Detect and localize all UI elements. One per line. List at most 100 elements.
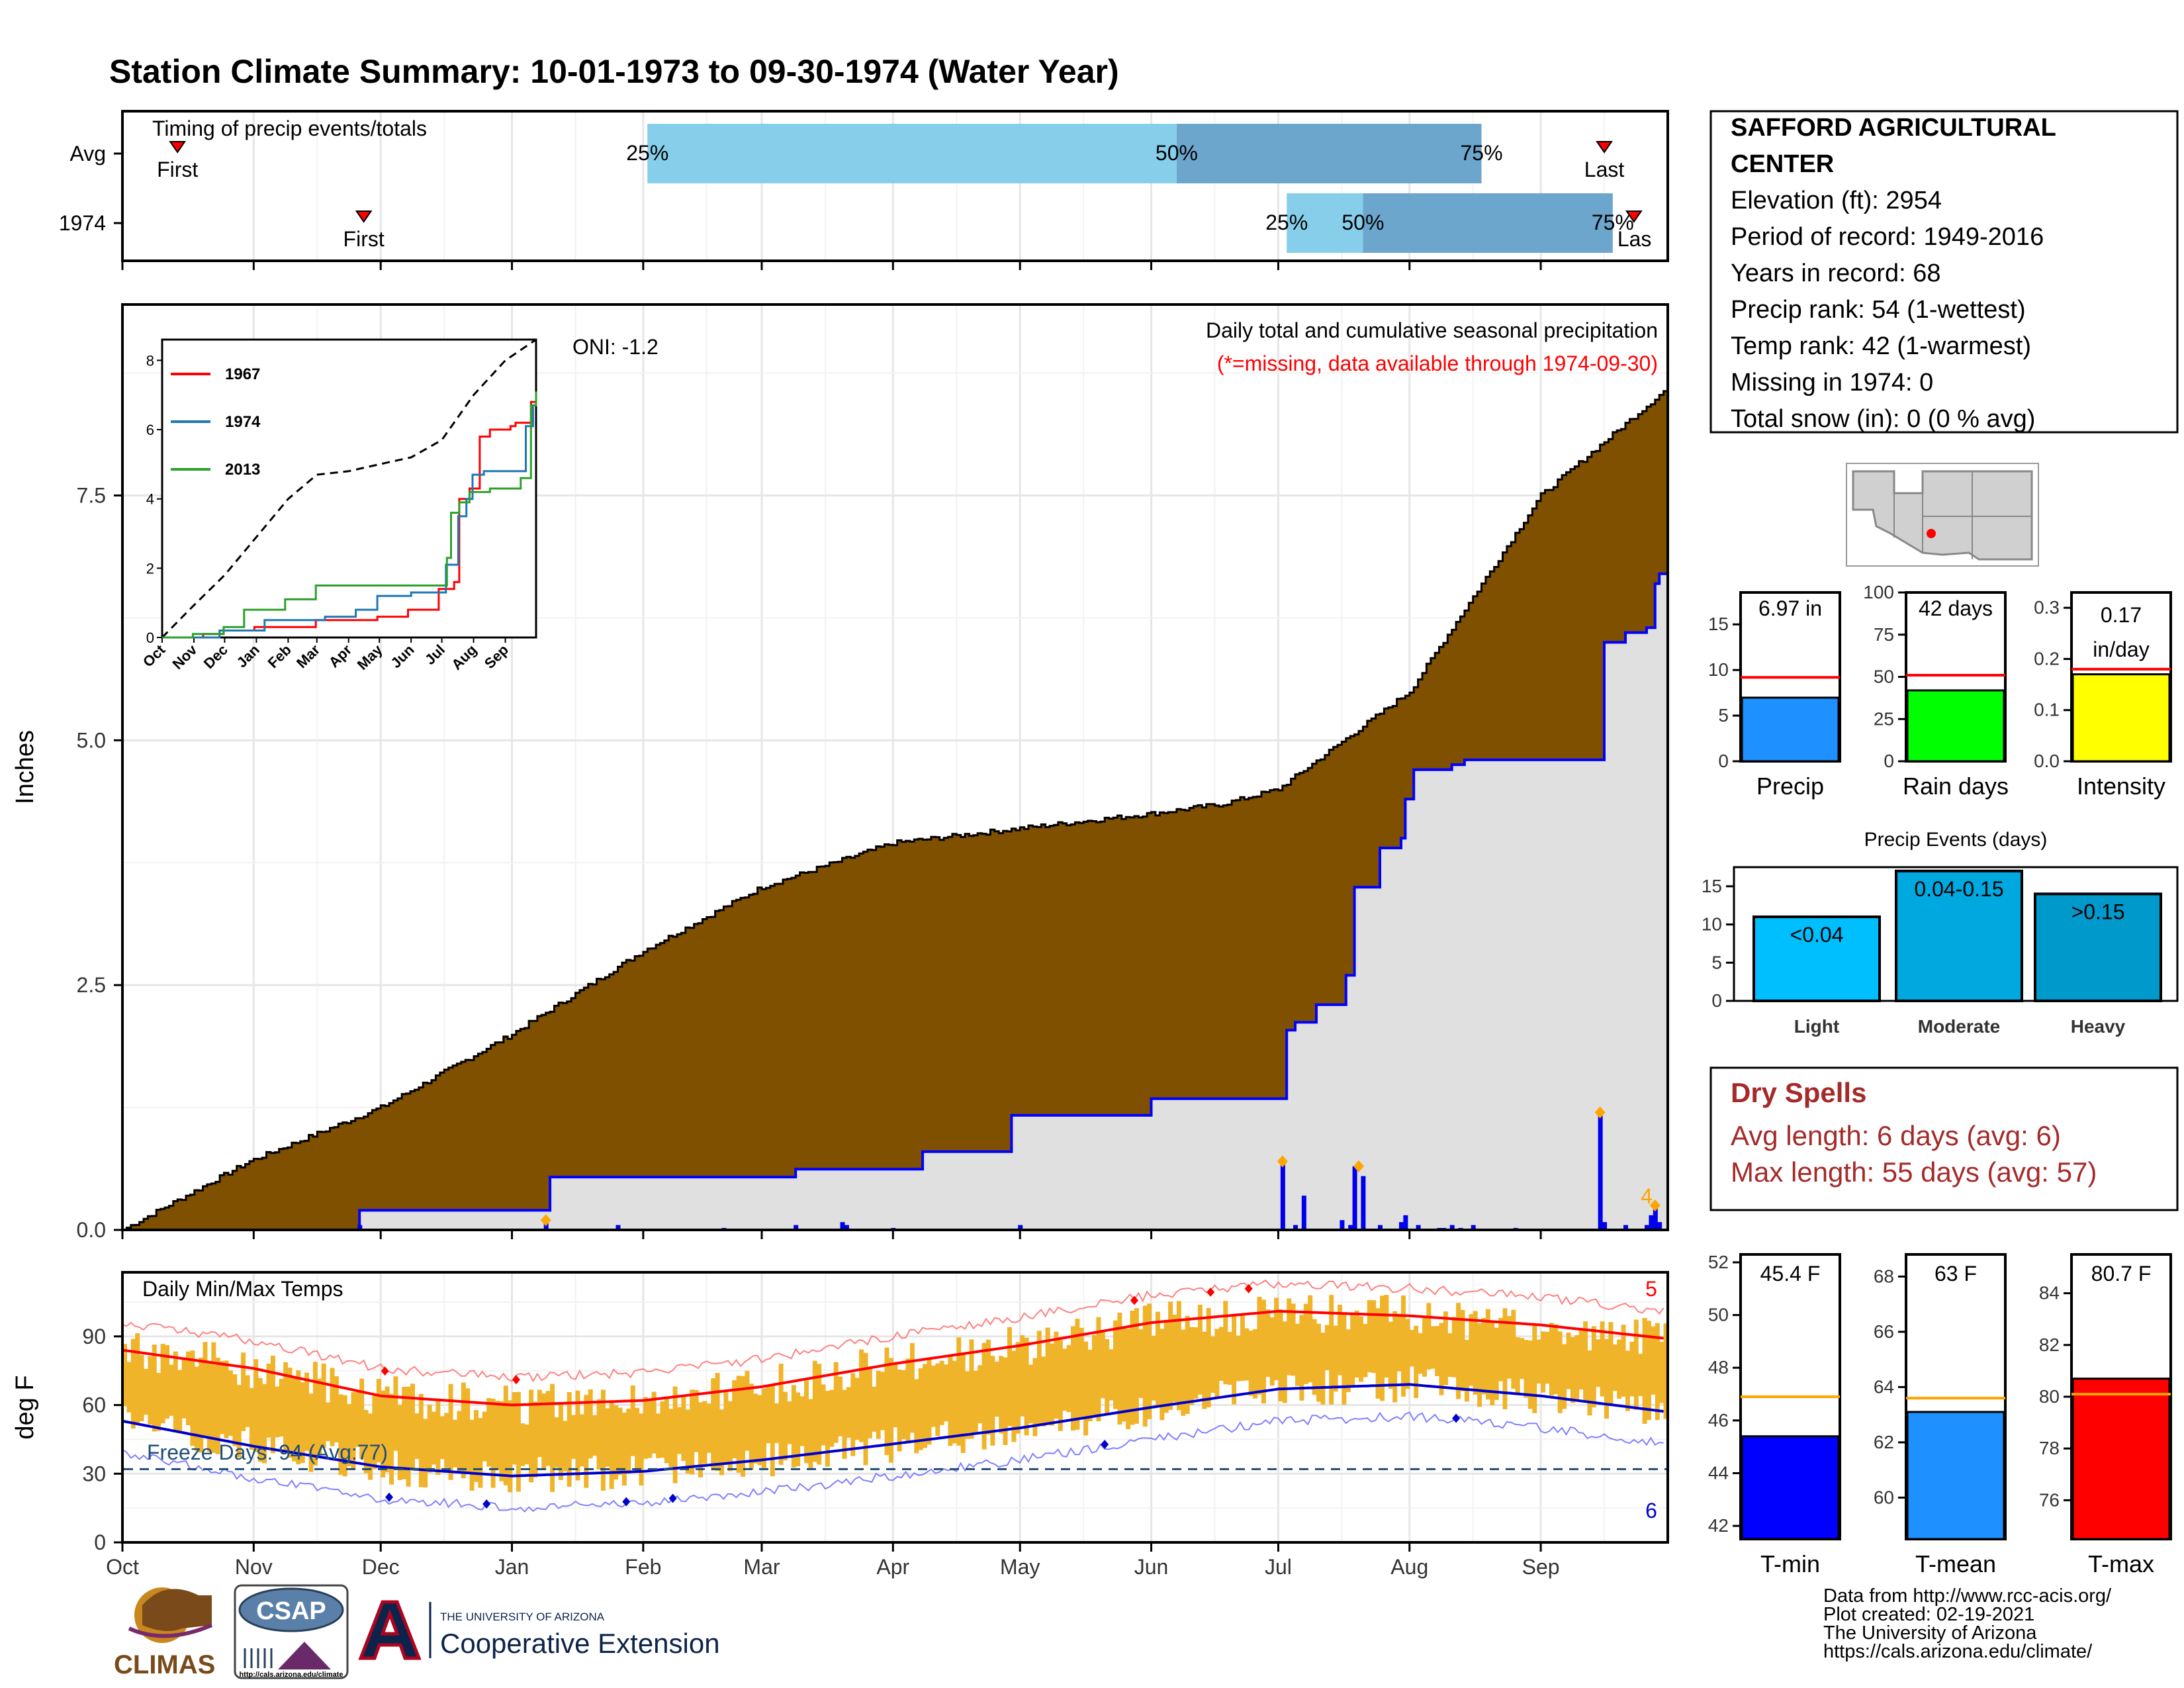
raindays-ytick-label: 0 bbox=[1884, 751, 1894, 771]
daily-precip-highlight bbox=[540, 1214, 551, 1227]
avg-cumulative-area bbox=[122, 387, 1668, 1231]
ua-logo: THE UNIVERSITY OF ARIZONA Cooperative Ex… bbox=[358, 1600, 720, 1660]
daily-temp-bar bbox=[1405, 1319, 1410, 1389]
daily-temp-bar bbox=[224, 1360, 229, 1438]
daily-temp-bar bbox=[1549, 1323, 1554, 1396]
daily-temp-bar bbox=[1430, 1326, 1435, 1369]
daily-temp-bar bbox=[1193, 1327, 1199, 1399]
daily-temp-bar bbox=[499, 1401, 504, 1481]
daily-temp-bar bbox=[749, 1383, 754, 1470]
daily-temp-bar bbox=[1202, 1331, 1207, 1409]
tmin-record-marker bbox=[622, 1497, 631, 1507]
events-bar-Light bbox=[1752, 915, 1881, 1002]
tmax-record-count: 5 bbox=[1645, 1277, 1657, 1301]
daily-temp-bar bbox=[1359, 1316, 1363, 1382]
daily-temp-bar bbox=[575, 1390, 580, 1481]
daily-temp-bar bbox=[1367, 1300, 1372, 1373]
daily-temp-bar bbox=[1121, 1328, 1126, 1422]
daily-temp-bar bbox=[545, 1391, 551, 1466]
daily-temp-bar bbox=[981, 1342, 987, 1450]
map-state-lines bbox=[1893, 471, 2032, 559]
avg-p50-label: 50% bbox=[1156, 141, 1198, 165]
timing-label: Timing of precip events/totals bbox=[152, 117, 427, 140]
daily-temp-bar bbox=[1274, 1297, 1279, 1380]
daily-temp-bar bbox=[600, 1389, 606, 1491]
daily-temp-bar bbox=[203, 1342, 208, 1437]
daily-temp-bar bbox=[1092, 1335, 1097, 1416]
timing-bars: 25% 50% 75% First Last 25% 50% 75% First Las bbox=[157, 113, 1696, 259]
daily-temp-bar bbox=[1464, 1340, 1469, 1402]
daily-temp-bar bbox=[1591, 1326, 1596, 1408]
month-label-Jun: Jun bbox=[1134, 1555, 1169, 1579]
daily-temp-bar bbox=[228, 1370, 233, 1436]
daily-temp-bar bbox=[1647, 1321, 1651, 1421]
daily-temp-bar bbox=[741, 1376, 745, 1477]
daily-temp-bar bbox=[854, 1378, 860, 1440]
inset-legend-label: 2013 bbox=[225, 461, 260, 479]
daily-temp-bar bbox=[1206, 1308, 1211, 1408]
daily-precip-bar bbox=[1293, 1225, 1298, 1230]
intensity-stat-label: Intensity bbox=[2077, 773, 2165, 800]
tstat-ytick-label: 66 bbox=[1874, 1321, 1894, 1342]
daily-temp-bar bbox=[139, 1354, 144, 1421]
intensity-ytick-label: 0.3 bbox=[2034, 597, 2060, 618]
tstat-ytick-label: 64 bbox=[1874, 1376, 1894, 1397]
year-last-label: Las bbox=[1617, 227, 1652, 251]
daily-temp-bar bbox=[1041, 1356, 1046, 1427]
daily-temp-bar bbox=[453, 1419, 457, 1468]
daily-temp-bar bbox=[719, 1409, 724, 1476]
daily-temp-bar bbox=[291, 1377, 296, 1462]
daily-temp-bar bbox=[1312, 1319, 1317, 1395]
avg-25-50-bar bbox=[647, 124, 1177, 183]
daily-temp-bar bbox=[736, 1376, 741, 1473]
precip-ytick-label: 0.0 bbox=[77, 1218, 106, 1242]
daily-temp-bar bbox=[1506, 1316, 1512, 1379]
daily-temp-bar bbox=[122, 1344, 127, 1407]
daily-temp-bar bbox=[474, 1410, 478, 1482]
temp-label: Daily Min/Max Temps bbox=[142, 1277, 343, 1301]
intensity-unit-label: in/day bbox=[2093, 637, 2149, 661]
station-info-box: SAFFORD AGRICULTURAL CENTER Elevation (f… bbox=[1709, 110, 2179, 434]
daily-temp-bar bbox=[1388, 1321, 1393, 1389]
daily-temp-bar bbox=[199, 1357, 204, 1453]
daily-temp-bar bbox=[1181, 1329, 1186, 1416]
precip-ytick-label: 0 bbox=[1718, 751, 1729, 771]
daily-temp-bar bbox=[186, 1351, 191, 1426]
daily-temp-bar bbox=[1439, 1323, 1444, 1395]
daily-temp-bar bbox=[1502, 1308, 1508, 1409]
daily-precip-bar bbox=[1598, 1112, 1603, 1230]
daily-temp-bar bbox=[757, 1395, 762, 1466]
csap-cloud-shape bbox=[238, 1587, 344, 1632]
daily-temp-bar bbox=[312, 1362, 318, 1466]
daily-temp-bar bbox=[1596, 1339, 1601, 1387]
daily-precip-bar bbox=[1361, 1176, 1366, 1230]
precip-ytick-label: 5 bbox=[1718, 705, 1729, 726]
daily-temp-bar bbox=[698, 1402, 703, 1477]
year-last-marker bbox=[1625, 211, 1643, 223]
daily-temp-bar bbox=[206, 1363, 212, 1452]
daily-temp-bar bbox=[825, 1391, 830, 1467]
precip-areas bbox=[122, 387, 1669, 1231]
daily-temp-bar bbox=[1363, 1324, 1368, 1378]
inset-ytick-label: 0 bbox=[146, 630, 154, 646]
daily-temp-bar bbox=[579, 1414, 584, 1467]
daily-temp-bar bbox=[978, 1365, 983, 1423]
daily-temp-bar bbox=[1396, 1313, 1402, 1372]
daily-temp-bar bbox=[1003, 1357, 1008, 1445]
daily-temp-bar bbox=[1062, 1348, 1068, 1411]
tstat-value-T-min: 45.4 F bbox=[1760, 1262, 1821, 1286]
stats-panels: 0 5 10 15 6.97 in Precip 0 25 50 75 100 42 days Rain… bbox=[1708, 582, 2172, 800]
daily-temp-bar bbox=[914, 1379, 919, 1454]
daily-temp-bar bbox=[639, 1413, 644, 1486]
map-region-shape bbox=[1852, 470, 2033, 561]
tmax-record-marker bbox=[1206, 1287, 1215, 1297]
daily-temp-bar bbox=[444, 1413, 449, 1468]
events-bar-Heavy bbox=[2034, 892, 2162, 1003]
dry-avg-length: Avg length: 6 days (avg: 6) bbox=[1731, 1120, 2061, 1151]
precip-ytick-label: 5.0 bbox=[77, 728, 106, 752]
raindays-ytick-label: 50 bbox=[1874, 667, 1894, 687]
temp-ytick-label: 30 bbox=[82, 1462, 106, 1485]
record-tmin-line bbox=[122, 1411, 1664, 1513]
daily-precip-bar bbox=[1602, 1222, 1608, 1230]
